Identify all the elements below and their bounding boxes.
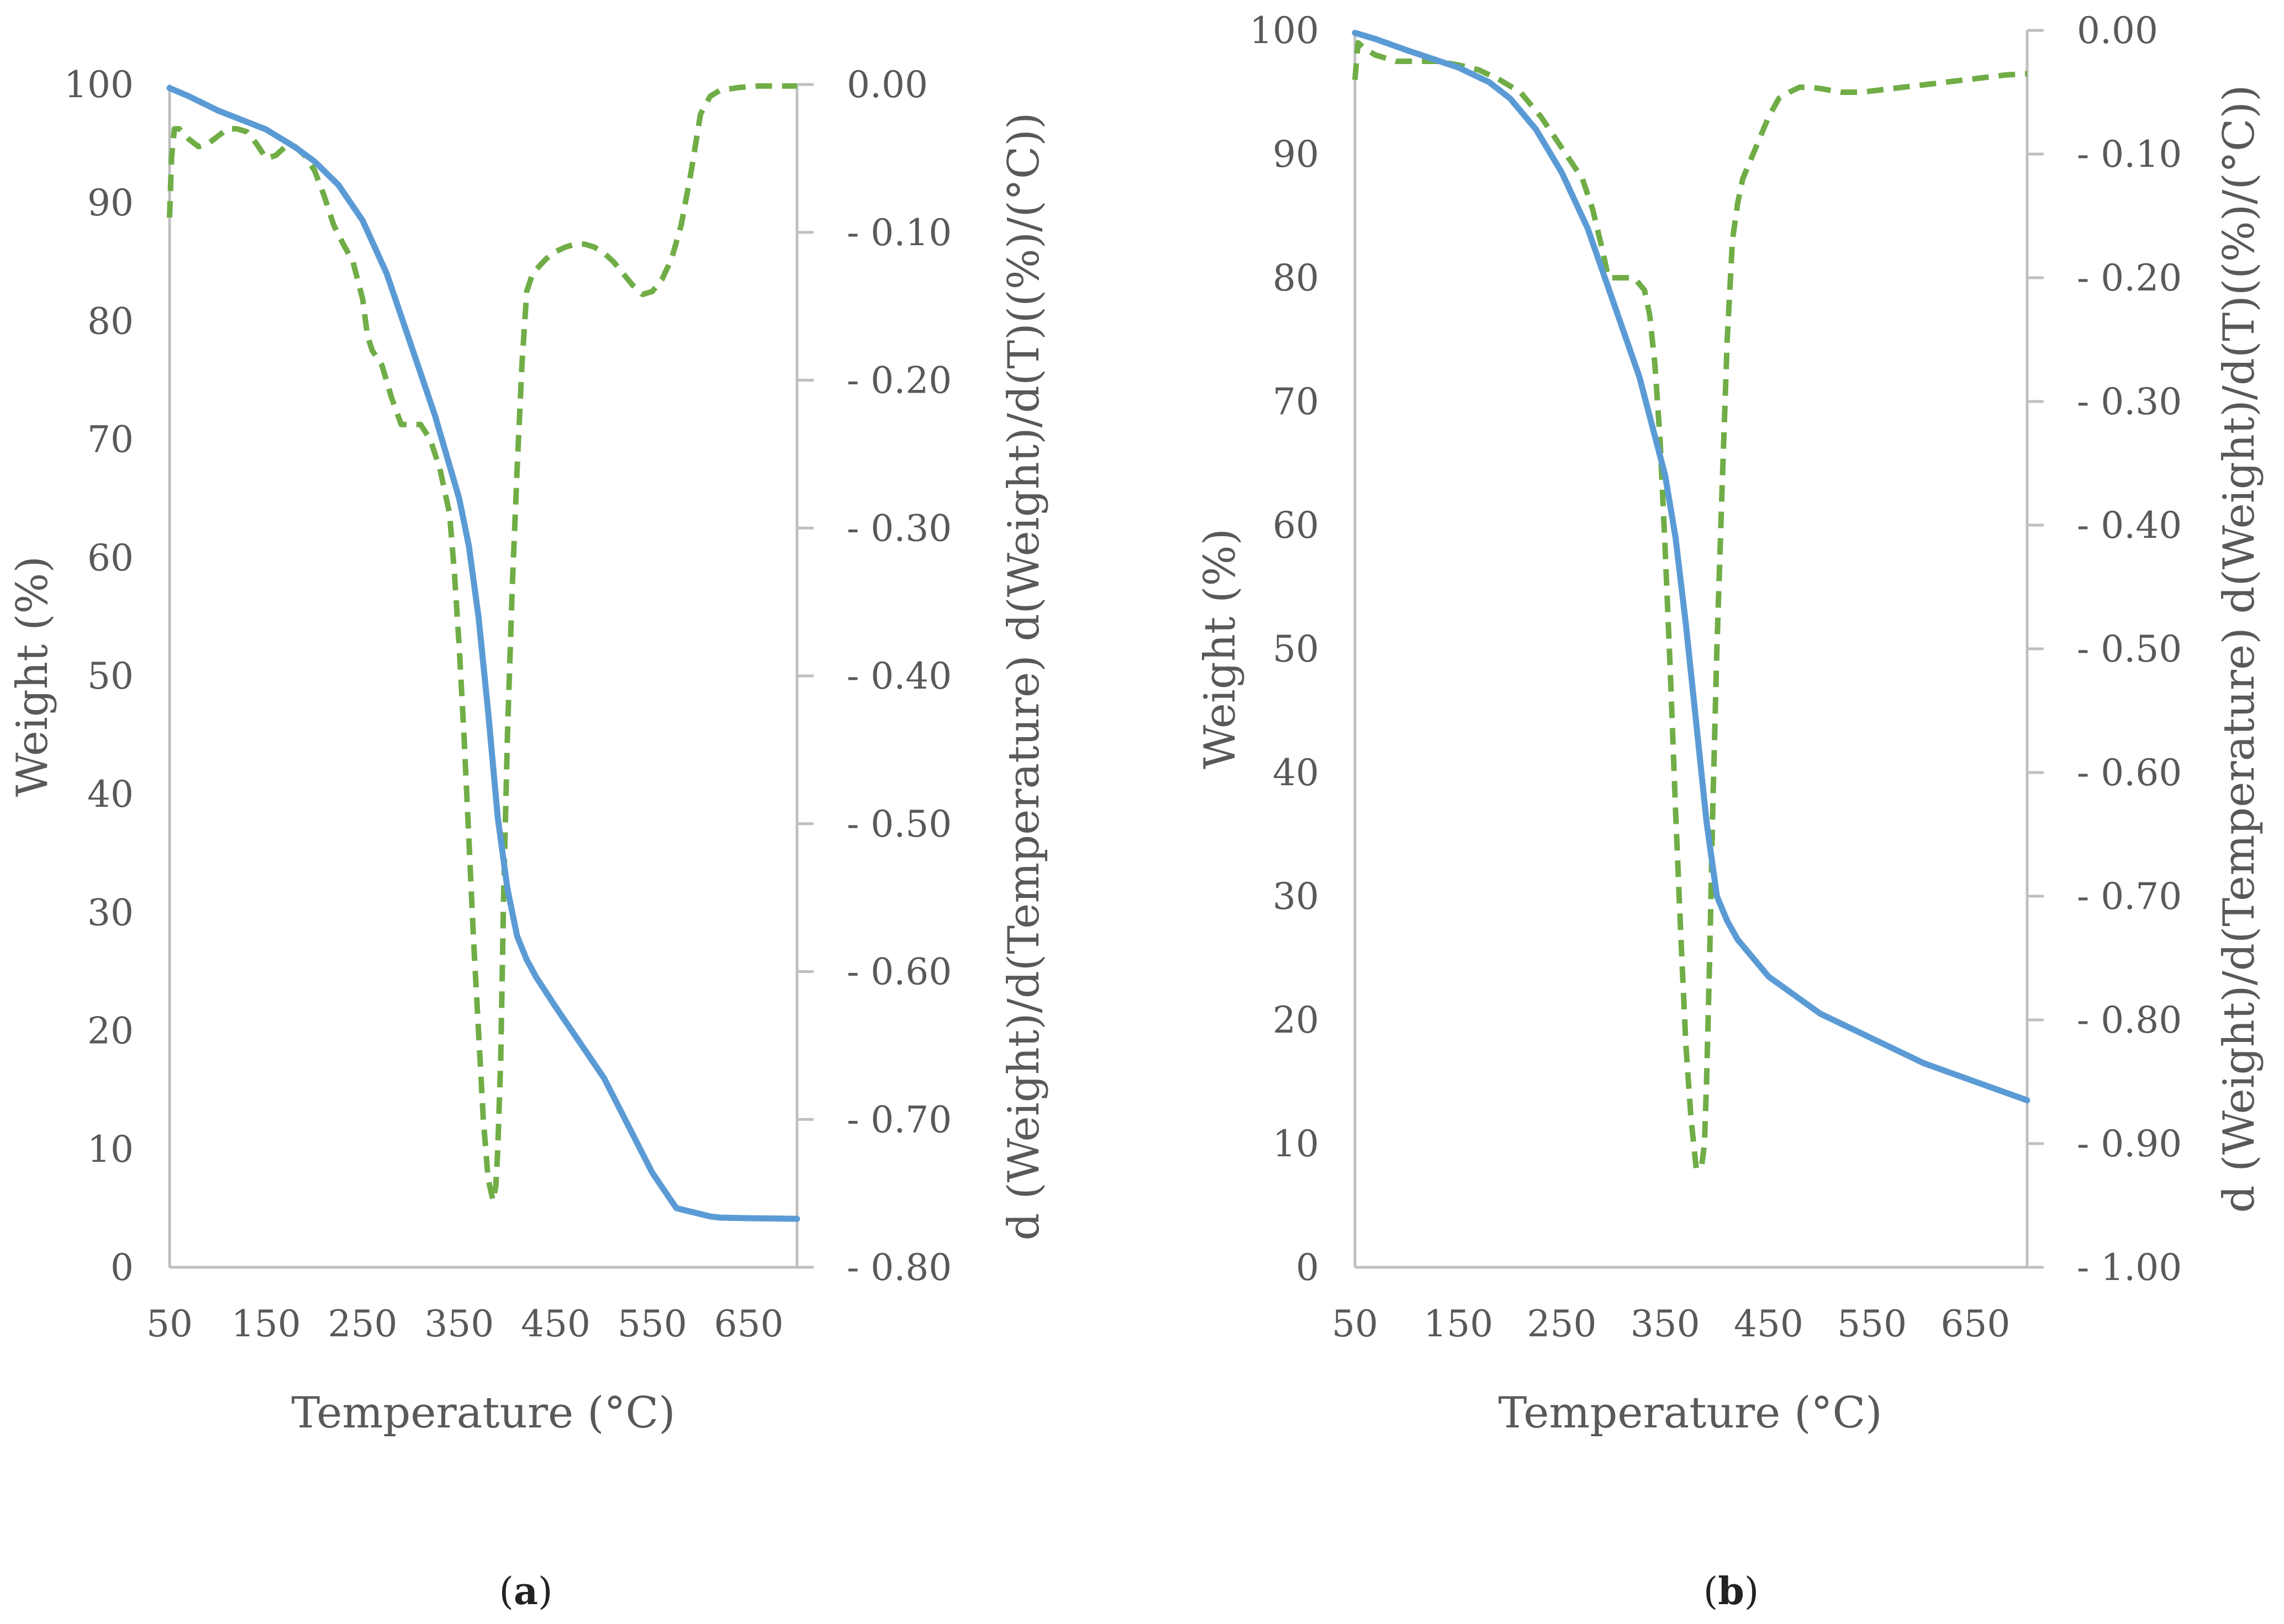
weight-series-line (166, 84, 800, 1222)
x-tick-label: 50 (1332, 1303, 1378, 1345)
y2-axis-title: d (Weight)/d(Temperature) d(Weight)/d(T)… (999, 113, 1049, 1241)
x-axis-title: Temperature (°C) (1498, 1388, 1882, 1438)
y-tick-label: 0 (110, 1246, 134, 1289)
y2-tick-label: - 0.40 (2077, 504, 2182, 547)
panel-label-b: (b) (1703, 1569, 1759, 1614)
y-tick-label: 100 (1249, 9, 1319, 52)
x-tick-label: 450 (1734, 1303, 1803, 1345)
right-y-tick-marks (797, 83, 814, 1269)
y-tick-label: 50 (87, 655, 134, 697)
derivative-series-line (167, 83, 797, 1204)
y-tick-label: 0 (1296, 1246, 1319, 1289)
chart-panel-a: 0 10 20 30 40 50 60 70 80 90 100 0.00 - 0.10 - 0.20 -… (8, 64, 1049, 1614)
y2-tick-label: - 0.10 (2077, 133, 2182, 176)
x-tick-labels: 50 150 250 350 450 550 650 (1332, 1303, 2010, 1345)
y-tick-label: 60 (1273, 504, 1319, 547)
x-tick-label: 350 (424, 1303, 494, 1345)
x-tick-label: 150 (1423, 1303, 1493, 1345)
x-tick-label: 650 (714, 1303, 784, 1345)
y-tick-label: 10 (1273, 1123, 1319, 1165)
y2-tick-label: - 0.30 (847, 507, 952, 549)
y2-tick-label: - 0.50 (2077, 628, 2182, 670)
x-tick-label: 450 (521, 1303, 590, 1345)
y2-tick-label: - 0.80 (2077, 999, 2182, 1041)
y-tick-label: 30 (87, 891, 134, 934)
right-y-tick-marks (2027, 29, 2044, 1269)
y-tick-label: 100 (64, 64, 134, 106)
left-y-tick-labels: 0 10 20 30 40 50 60 70 80 90 100 (1249, 9, 1319, 1289)
x-tick-label: 550 (618, 1303, 687, 1345)
y2-axis-title: d (Weight)/d(Temperature) d(Weight)/d(T)… (2214, 85, 2264, 1213)
y-tick-label: 50 (1273, 628, 1319, 670)
y2-tick-label: - 0.20 (847, 359, 952, 402)
left-y-tick-labels: 0 10 20 30 40 50 60 70 80 90 100 (64, 64, 134, 1289)
panel-letter: b (1718, 1569, 1744, 1614)
y-tick-label: 10 (87, 1128, 134, 1171)
panel-letter: a (514, 1569, 538, 1614)
y-tick-label: 70 (87, 419, 134, 461)
x-tick-label: 50 (146, 1303, 193, 1345)
x-axis-title: Temperature (°C) (291, 1388, 675, 1438)
y2-tick-label: - 0.50 (847, 803, 952, 845)
y2-tick-label: 0.00 (847, 64, 928, 106)
y2-tick-label: - 0.70 (847, 1098, 952, 1141)
series-group (166, 83, 800, 1222)
y2-tick-label: - 0.60 (2077, 752, 2182, 794)
y-tick-label: 30 (1273, 875, 1319, 918)
y-tick-label: 80 (87, 300, 134, 342)
y2-tick-label: - 0.20 (2077, 257, 2182, 299)
y2-tick-label: - 0.40 (847, 655, 952, 697)
right-y-tick-labels: 0.00 - 0.10 - 0.20 - 0.30 - 0.40 - 0.50 - 0.60… (847, 64, 952, 1289)
y2-tick-label: - 0.90 (2077, 1123, 2182, 1165)
x-tick-label: 150 (231, 1303, 301, 1345)
y2-tick-label: - 1.00 (2077, 1246, 2182, 1289)
right-y-tick-labels: 0.00 - 0.10 - 0.20 - 0.30 - 0.40 - 0.50 - 0.60… (2077, 9, 2182, 1289)
chart-panel-b: 0 10 20 30 40 50 60 70 80 90 100 0.00 - 0.10 - 0.20 -… (1195, 9, 2264, 1614)
y2-tick-label: - 0.30 (2077, 380, 2182, 423)
weight-series-line (1352, 30, 2030, 1104)
y2-tick-label: - 0.10 (847, 211, 952, 254)
derivative-series-line (1352, 40, 2028, 1171)
x-tick-label: 350 (1631, 1303, 1700, 1345)
y2-tick-label: - 0.80 (847, 1246, 952, 1289)
x-tick-label: 250 (328, 1303, 398, 1345)
x-tick-labels: 50 150 250 350 450 550 650 (146, 1303, 784, 1345)
series-group (1352, 30, 2030, 1171)
y-tick-label: 90 (87, 182, 134, 224)
panel-label-a: (a) (499, 1569, 552, 1614)
y2-tick-label: - 0.60 (847, 951, 952, 993)
y2-tick-label: - 0.70 (2077, 875, 2182, 918)
y-axis-title: Weight (%) (8, 556, 57, 797)
y-tick-label: 60 (87, 537, 134, 579)
x-tick-label: 550 (1837, 1303, 1907, 1345)
y-tick-label: 20 (87, 1010, 134, 1052)
y-tick-label: 40 (1273, 752, 1319, 794)
y-tick-label: 40 (87, 773, 134, 816)
y-axis-title: Weight (%) (1195, 528, 1245, 769)
y-tick-label: 70 (1273, 380, 1319, 423)
x-tick-label: 650 (1940, 1303, 2010, 1345)
y2-tick-label: 0.00 (2077, 9, 2158, 52)
y-tick-label: 20 (1273, 999, 1319, 1041)
y-tick-label: 90 (1273, 133, 1319, 176)
x-tick-label: 250 (1527, 1303, 1596, 1345)
y-tick-label: 80 (1273, 257, 1319, 299)
